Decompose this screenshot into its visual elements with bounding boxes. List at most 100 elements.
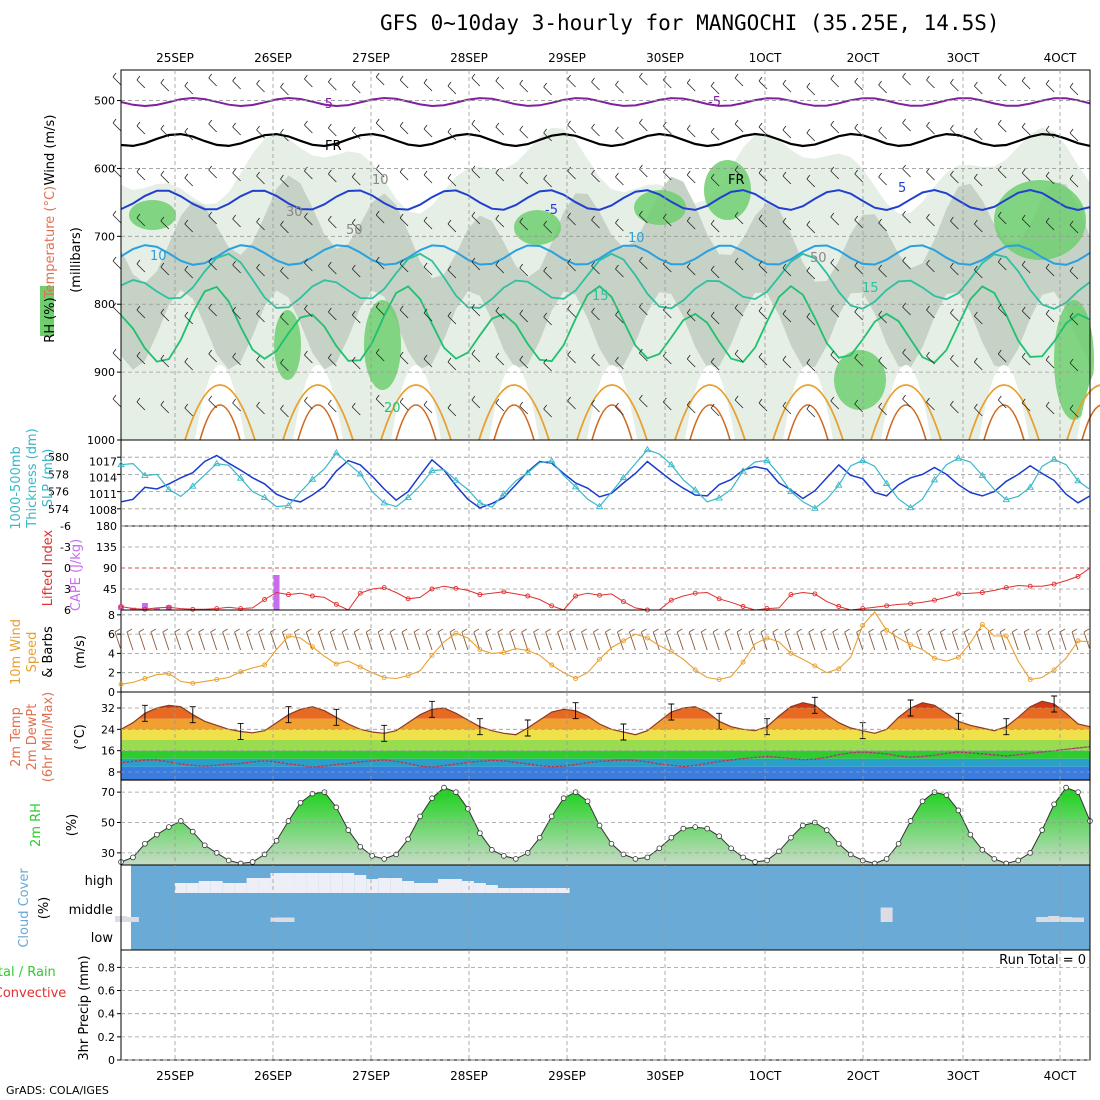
wind10-barb — [999, 628, 1007, 651]
wind-barb — [447, 357, 457, 371]
lifted-line-point — [405, 596, 411, 602]
wind-barb — [351, 310, 361, 324]
wind10-barb — [150, 628, 158, 651]
wind-barb — [974, 173, 983, 187]
minmax-bar — [524, 719, 531, 737]
thickness-slp-panel: 574 576 578 580 1008 1011 1014 1017 — [48, 439, 1091, 527]
date-bottom-label: 1OCT — [749, 1069, 782, 1083]
warm-contour-inner — [689, 404, 731, 441]
wind-barb — [1069, 266, 1079, 280]
wind-barb — [160, 78, 170, 92]
wind-barb — [399, 305, 409, 319]
wind10-line-point — [788, 650, 794, 656]
slp-line-point — [236, 474, 245, 481]
wind-barb — [974, 265, 983, 279]
wind-barb — [926, 259, 935, 273]
slp-line-point — [619, 473, 628, 481]
wind-barb — [184, 81, 194, 95]
wind10-barb — [305, 628, 313, 651]
wind-barb — [304, 304, 313, 318]
cloud-high-bar — [449, 879, 462, 893]
wind10-barb — [1059, 628, 1067, 651]
wind10-barb — [1023, 628, 1031, 651]
dates-top: 25SEP 26SEP 27SEP 28SEP 29SEP 30SEP 1OCT 2OCT 3O… — [156, 51, 1077, 65]
wind-barb — [519, 217, 529, 231]
wind-barb — [997, 119, 1007, 133]
wind-barb — [232, 76, 241, 90]
cloud-high-bar — [390, 878, 403, 893]
wind-barb — [639, 118, 648, 132]
wind-barb — [256, 171, 265, 185]
date-top-label: 2OCT — [847, 51, 880, 65]
lifted-line-point — [597, 592, 602, 598]
wind-barb — [782, 355, 792, 369]
slp-line-point — [715, 494, 723, 501]
wind10-line-point — [190, 680, 196, 686]
wind10-barb — [940, 628, 947, 651]
wind10-barb — [246, 628, 254, 651]
rh-point — [584, 798, 591, 805]
wind-barb — [878, 402, 887, 416]
wind-barb — [351, 172, 361, 186]
rh-green-patch — [634, 190, 686, 225]
wind-barb — [423, 216, 433, 230]
wind-barb — [854, 77, 863, 91]
wind-barb — [184, 219, 194, 233]
contour-label: 5 — [898, 181, 906, 196]
cloud-high-bar — [294, 873, 307, 893]
rh-point — [632, 856, 639, 862]
cloud-high-bar — [461, 881, 474, 893]
wind-barb — [878, 218, 887, 232]
wind10-barb — [760, 628, 768, 651]
date-bottom-label: 29SEP — [548, 1069, 586, 1083]
wind10-barb — [1035, 628, 1043, 651]
lifted-line-point — [573, 593, 579, 599]
label-minmax: (6hr Min/Max) — [41, 692, 56, 782]
slp-line-point — [165, 485, 173, 492]
wind10-barb — [712, 628, 720, 651]
wind-barb — [902, 348, 911, 362]
ytick-label: 0.6 — [98, 985, 116, 998]
wind-barb — [615, 402, 624, 416]
temp-contour — [120, 188, 1091, 212]
temp-contour — [120, 285, 1091, 364]
wind-barb — [830, 212, 840, 226]
wind-barb — [495, 398, 505, 412]
rh-point — [189, 828, 196, 835]
cloud-high-bar — [342, 873, 355, 893]
wind-barb — [878, 264, 887, 278]
wind-barb — [997, 73, 1007, 87]
warm-contour — [576, 384, 648, 441]
wind10-barb — [928, 628, 935, 651]
dewpoint-dash — [120, 746, 1091, 768]
ytick-label: 24 — [101, 723, 115, 736]
wind-barb — [1045, 125, 1055, 139]
lifted-line-point — [1051, 581, 1057, 587]
wind10-line-point — [286, 633, 291, 639]
label-dewpt: 2m DewPt — [25, 704, 40, 771]
rh-point — [130, 854, 136, 861]
contour-label: 15 — [592, 289, 609, 304]
cloud-high-bar — [234, 883, 247, 893]
wind-barb — [351, 218, 361, 232]
wind-barb — [447, 311, 457, 325]
label-millibars: (millibars) — [69, 227, 84, 293]
cloud-mid-bar — [1060, 917, 1073, 922]
wind10-barb — [198, 628, 206, 651]
lifted-line-point — [429, 586, 435, 592]
wind10-barb — [844, 628, 852, 651]
wind-barb — [543, 358, 552, 372]
wind-barb — [423, 170, 433, 184]
rh-point — [967, 831, 974, 838]
chart-title: GFS 0~10day 3-hourly for MANGOCHI (35.25… — [380, 11, 1000, 35]
lifted-line-point — [692, 590, 698, 596]
slp-line-point — [212, 459, 221, 467]
cloud-high-bar — [282, 873, 295, 893]
warm-contour-inner — [297, 404, 339, 441]
cape-tick: 45 — [103, 583, 117, 596]
wind-barb — [1045, 263, 1055, 277]
rh-point — [608, 840, 615, 847]
wind-barb — [328, 307, 337, 321]
li-tick: -3 — [60, 541, 71, 554]
ytick-label: 576 — [48, 486, 69, 499]
